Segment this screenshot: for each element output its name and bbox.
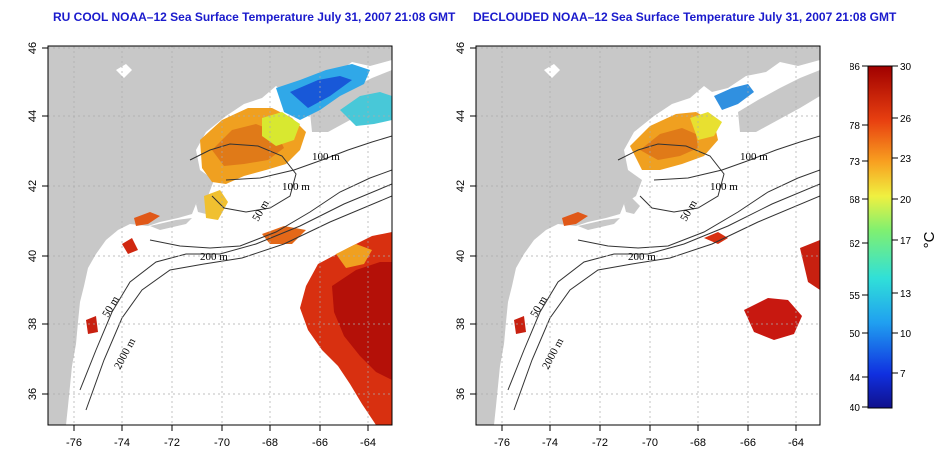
celsius-tick: 7	[900, 369, 906, 380]
contour-200m	[149, 169, 392, 249]
left-map-title: RU COOL NOAA–12 Sea Surface Temperature …	[53, 10, 456, 24]
x-tick-label: -64	[360, 437, 376, 449]
sst-dc	[514, 316, 526, 334]
x-tick-label: -72	[164, 437, 180, 449]
fahrenheit-tick: 62	[850, 239, 860, 250]
x-tick-label: -74	[114, 437, 130, 449]
fahrenheit-tick: 86	[850, 62, 860, 73]
celsius-tick: 13	[900, 289, 912, 300]
sst-maine-cold	[714, 84, 754, 110]
sst-gulf-maine-core	[640, 128, 698, 160]
celsius-tick: 17	[900, 236, 912, 247]
y-tick-label: 38	[455, 318, 467, 330]
contour-2000m	[507, 183, 820, 391]
lake-patch	[544, 64, 560, 78]
fahrenheit-tick: 44	[850, 373, 860, 384]
contour-100m	[225, 135, 392, 181]
sst-dc	[86, 316, 98, 334]
contour-label: 100 m	[740, 151, 768, 163]
contour-2000m-b	[85, 195, 392, 411]
contour-50m	[617, 143, 725, 213]
x-tick-label: -70	[214, 437, 230, 449]
fahrenheit-tick: 50	[850, 329, 860, 340]
y-tick-label: 44	[27, 110, 39, 122]
contour-100m	[653, 135, 820, 181]
cape-cod	[624, 198, 640, 214]
x-tick-label: -72	[592, 437, 608, 449]
y-tick-label: 46	[455, 42, 467, 54]
y-tick-label: 40	[27, 250, 39, 262]
x-tick-label: -76	[66, 437, 82, 449]
fahrenheit-tick: 73	[850, 157, 860, 168]
bay-cut	[524, 290, 532, 340]
contour-label: 100 m	[282, 181, 310, 193]
sst-nj	[122, 238, 138, 254]
fahrenheit-tick: 40	[850, 403, 860, 414]
sst-shelf	[262, 226, 306, 244]
nova-scotia	[738, 70, 820, 132]
contour-label: 200 m	[628, 251, 656, 263]
x-tick-label: -66	[740, 437, 756, 449]
x-tick-label: -74	[542, 437, 558, 449]
y-tick-label: 40	[455, 250, 467, 262]
contour-2000m-b	[513, 195, 820, 411]
fahrenheit-tick: 55	[850, 291, 860, 302]
sst-warm-eddy	[744, 298, 802, 340]
fahrenheit-tick: 78	[850, 121, 860, 132]
sst-nova	[340, 92, 392, 126]
x-tick-label: -64	[788, 437, 804, 449]
celsius-tick: 30	[900, 62, 912, 73]
contour-200m	[577, 169, 820, 249]
celsius-tick: 20	[900, 195, 912, 206]
x-tick-label: -76	[494, 437, 510, 449]
land-mass	[48, 46, 392, 425]
sst-shelf	[704, 232, 728, 244]
y-tick-label: 36	[455, 388, 467, 400]
y-tick-label: 42	[27, 180, 39, 192]
fahrenheit-tick: 68	[850, 195, 860, 206]
celsius-unit: °C	[921, 231, 938, 248]
sst-li-sound	[134, 212, 160, 226]
long-island	[578, 218, 620, 230]
nova-scotia	[310, 70, 392, 132]
long-island	[150, 218, 192, 230]
right-map-title: DECLOUDED NOAA–12 Sea Surface Temperatur…	[473, 10, 897, 24]
colorbar-gradient	[867, 65, 893, 409]
y-tick-label: 36	[27, 388, 39, 400]
sst-maine-cold-core	[290, 76, 352, 108]
right-sst-map: 100 m 100 m 50 m 200 m 50 m 2000 m -76 -…	[455, 42, 821, 449]
temperature-colorbar: 86 78 73 68 62 55 50 44 40 30 26 23 20 1…	[850, 62, 938, 414]
sst-gulf-stream-hot	[332, 262, 392, 380]
lake-patch	[116, 64, 132, 78]
y-tick-label: 42	[455, 180, 467, 192]
fahrenheit-unit: °F	[850, 232, 852, 247]
sst-li-sound	[562, 212, 588, 226]
x-tick-label: -68	[690, 437, 706, 449]
x-tick-label: -68	[262, 437, 278, 449]
bay-cut	[96, 290, 104, 340]
sst-georges	[262, 112, 300, 146]
y-tick-label: 46	[27, 42, 39, 54]
contour-label: 200 m	[200, 251, 228, 263]
sst-east-warm	[800, 240, 820, 290]
y-tick-label: 38	[27, 318, 39, 330]
celsius-tick: 10	[900, 329, 912, 340]
x-tick-label: -70	[642, 437, 658, 449]
celsius-tick: 23	[900, 154, 912, 165]
x-tick-label: -66	[312, 437, 328, 449]
land-mass	[476, 46, 820, 425]
celsius-tick: 26	[900, 114, 912, 125]
contour-50m	[189, 143, 297, 213]
y-tick-label: 44	[455, 110, 467, 122]
contour-2000m	[79, 183, 392, 391]
contour-label: 100 m	[710, 181, 738, 193]
contour-label: 100 m	[312, 151, 340, 163]
left-sst-map: 100 m 100 m 50 m 200 m 50 m 2000 m -76 -…	[27, 42, 393, 449]
